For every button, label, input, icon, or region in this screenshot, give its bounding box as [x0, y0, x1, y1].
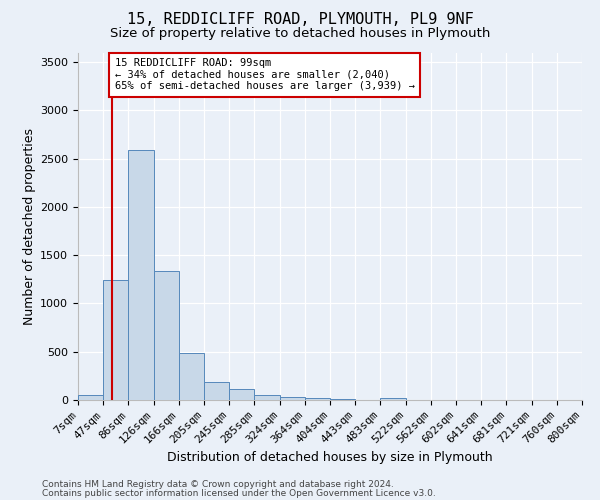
- Text: 15 REDDICLIFF ROAD: 99sqm
← 34% of detached houses are smaller (2,040)
65% of se: 15 REDDICLIFF ROAD: 99sqm ← 34% of detac…: [115, 58, 415, 92]
- Y-axis label: Number of detached properties: Number of detached properties: [23, 128, 36, 325]
- Bar: [154, 270, 179, 400]
- X-axis label: Distribution of detached houses by size in Plymouth: Distribution of detached houses by size …: [167, 451, 493, 464]
- Text: Contains public sector information licensed under the Open Government Licence v3: Contains public sector information licen…: [42, 488, 436, 498]
- Bar: [254, 394, 280, 400]
- Text: 15, REDDICLIFF ROAD, PLYMOUTH, PL9 9NF: 15, REDDICLIFF ROAD, PLYMOUTH, PL9 9NF: [127, 12, 473, 28]
- Bar: [229, 390, 254, 400]
- Bar: [204, 382, 229, 400]
- Bar: [78, 395, 103, 400]
- Bar: [280, 396, 305, 400]
- Bar: [305, 398, 330, 400]
- Bar: [179, 352, 204, 400]
- Text: Size of property relative to detached houses in Plymouth: Size of property relative to detached ho…: [110, 28, 490, 40]
- Bar: [330, 399, 355, 400]
- Bar: [380, 398, 406, 400]
- Bar: [128, 150, 154, 400]
- Text: Contains HM Land Registry data © Crown copyright and database right 2024.: Contains HM Land Registry data © Crown c…: [42, 480, 394, 489]
- Bar: [103, 280, 128, 400]
